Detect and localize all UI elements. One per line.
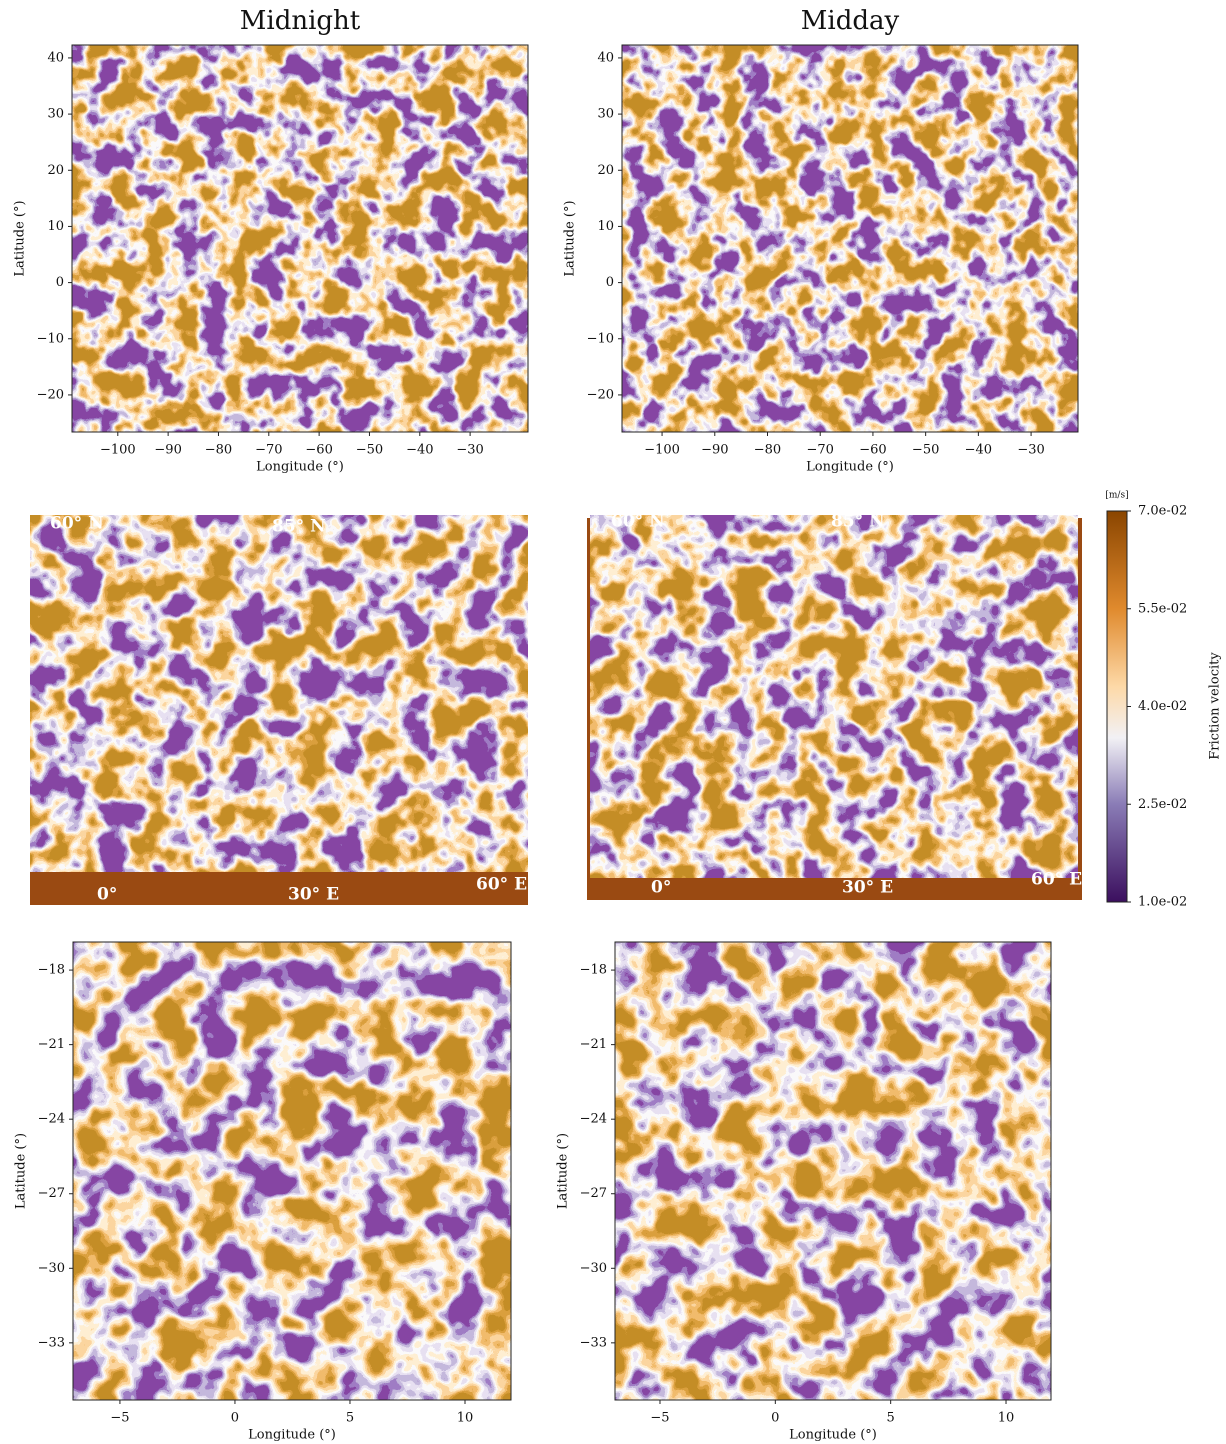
grid-label: 85° N [272, 517, 326, 537]
colorbar-unit: [m/s] [1105, 491, 1128, 501]
y-tick-label: 0 [56, 275, 64, 290]
y-axis-label: Latitude (°) [556, 1133, 571, 1209]
y-tick-label: 20 [597, 163, 614, 178]
y-tick-label: 10 [47, 219, 64, 234]
x-tick-label: −30 [1017, 443, 1044, 458]
map-field [30, 515, 528, 872]
x-tick-label: 5 [346, 1411, 354, 1426]
x-tick-label: 5 [887, 1411, 895, 1426]
y-tick-label: 30 [47, 107, 64, 122]
y-tick-label: −27 [38, 1186, 65, 1201]
grid-label: 85° N [831, 512, 885, 532]
x-tick-label: −70 [255, 443, 282, 458]
y-tick-label: −24 [38, 1112, 65, 1127]
y-tick-label: −18 [38, 963, 65, 978]
x-tick-label: −80 [205, 443, 232, 458]
x-tick-label: −90 [154, 443, 181, 458]
x-axis-label: Longitude (°) [256, 460, 344, 475]
heatmap-field [73, 942, 511, 1400]
x-tick-label: −100 [644, 443, 680, 458]
x-tick-label: −60 [305, 443, 332, 458]
y-tick-label: −10 [587, 331, 614, 346]
y-tick-label: 30 [597, 107, 614, 122]
x-tick-label: −80 [754, 443, 781, 458]
heatmap-field [622, 45, 1078, 432]
x-axis-label: Longitude (°) [248, 1428, 336, 1443]
grid-label: 60° N [611, 512, 665, 532]
grid-label: 60° E [1031, 870, 1082, 890]
y-tick-label: −18 [580, 963, 607, 978]
y-tick-label: 40 [597, 50, 614, 65]
y-axis-label: Latitude (°) [13, 200, 28, 276]
y-tick-label: 20 [47, 163, 64, 178]
y-tick-label: 10 [597, 219, 614, 234]
x-tick-label: −5 [110, 1411, 129, 1426]
heatmap-field [615, 942, 1051, 1400]
panel-title: Midnight [240, 6, 361, 36]
y-tick-label: −27 [580, 1186, 607, 1201]
y-axis-label: Latitude (°) [14, 1133, 29, 1209]
x-tick-label: 10 [998, 1411, 1015, 1426]
colorbar [1107, 511, 1127, 902]
x-tick-label: −40 [965, 443, 992, 458]
x-tick-label: −50 [912, 443, 939, 458]
colorbar-tick-label: 2.5e-02 [1138, 797, 1187, 812]
grid-label: 60° N [50, 514, 104, 534]
grid-label: 30° E [842, 878, 893, 898]
y-tick-label: −10 [37, 331, 64, 346]
y-tick-label: −33 [38, 1335, 65, 1350]
x-axis-label: Longitude (°) [806, 460, 894, 475]
map-field [590, 515, 1078, 878]
x-tick-label: −100 [100, 443, 136, 458]
heatmap-field [72, 45, 528, 432]
y-tick-label: −30 [38, 1261, 65, 1276]
x-axis-label: Longitude (°) [789, 1428, 877, 1443]
colorbar-label: Friction velocity [1208, 652, 1223, 760]
colorbar-tick-label: 5.5e-02 [1138, 601, 1187, 616]
y-tick-label: −21 [580, 1037, 607, 1052]
grid-label: 0° [97, 885, 117, 905]
y-tick-label: 40 [47, 50, 64, 65]
x-tick-label: −40 [406, 443, 433, 458]
y-tick-label: 0 [606, 275, 614, 290]
y-tick-label: −24 [580, 1112, 607, 1127]
x-tick-label: −90 [701, 443, 728, 458]
y-axis-label: Latitude (°) [563, 200, 578, 276]
panel-title: Midday [801, 6, 900, 36]
x-tick-label: −60 [859, 443, 886, 458]
y-tick-label: −20 [37, 387, 64, 402]
y-tick-label: −30 [580, 1261, 607, 1276]
y-tick-label: −20 [587, 387, 614, 402]
y-tick-label: −33 [580, 1335, 607, 1350]
grid-label: 30° E [288, 885, 339, 905]
x-tick-label: −70 [806, 443, 833, 458]
x-tick-label: 0 [771, 1411, 779, 1426]
colorbar-tick-label: 7.0e-02 [1138, 504, 1187, 519]
y-tick-label: −21 [38, 1037, 65, 1052]
figure: [m/s] Friction velocity −100−90−80−70−60… [0, 0, 1226, 1444]
x-tick-label: 0 [231, 1411, 239, 1426]
grid-label: 0° [651, 878, 671, 898]
colorbar-tick-label: 4.0e-02 [1138, 699, 1187, 714]
x-tick-label: −5 [650, 1411, 669, 1426]
colorbar-tick-label: 1.0e-02 [1138, 895, 1187, 910]
x-tick-label: 10 [457, 1411, 474, 1426]
grid-label: 60° E [476, 875, 527, 895]
x-tick-label: −50 [356, 443, 383, 458]
x-tick-label: −30 [456, 443, 483, 458]
